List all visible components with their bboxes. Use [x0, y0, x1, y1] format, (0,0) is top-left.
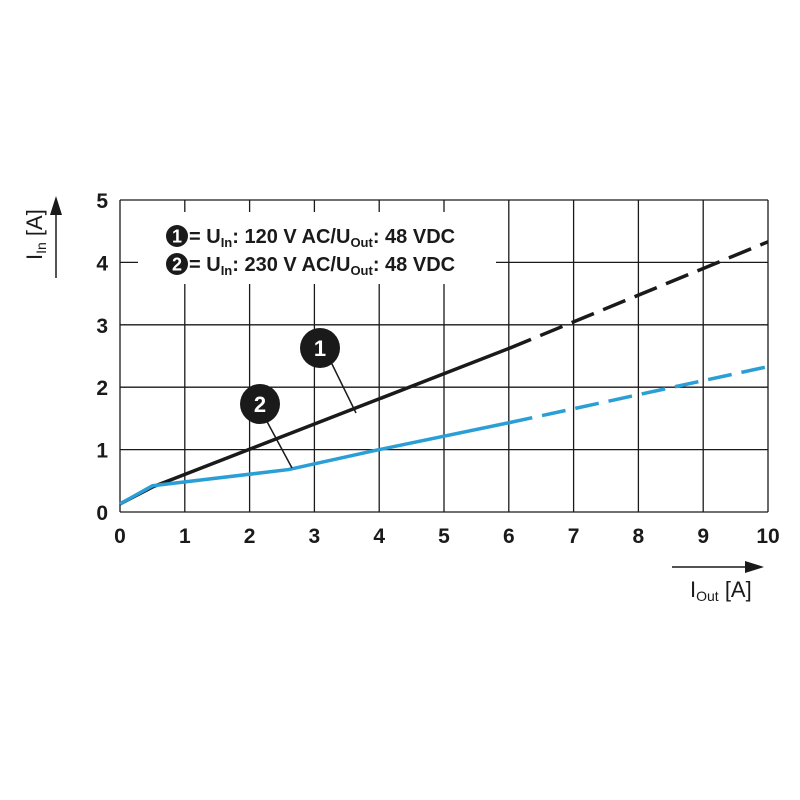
- callout-1-badge: [300, 328, 340, 368]
- x-tick-9: 9: [697, 525, 709, 548]
- x-axis-arrow-head: [745, 561, 764, 573]
- y-tick-1: 1: [96, 440, 108, 463]
- x-axis-title: IOut [A]: [672, 561, 764, 604]
- x-tick-5: 5: [438, 525, 450, 548]
- x-axis-label: IOut [A]: [690, 577, 752, 604]
- chart-series: [119, 240, 769, 506]
- y-axis-arrow-head: [50, 196, 62, 215]
- y-tick-2: 2: [96, 377, 108, 400]
- series-1-dashed-line: [508, 240, 769, 351]
- x-tick-8: 8: [633, 525, 645, 548]
- callout-2-label: 2: [254, 392, 266, 417]
- x-tick-1: 1: [179, 525, 191, 548]
- x-tick-10: 10: [756, 525, 779, 548]
- x-tick-4: 4: [373, 525, 385, 548]
- y-axis-label: IIn [A]: [22, 209, 49, 260]
- x-tick-0: 0: [114, 525, 126, 548]
- y-tick-4: 4: [96, 252, 108, 275]
- x-tick-7: 7: [568, 525, 580, 548]
- series-2-dashed-line: [508, 364, 769, 425]
- legend-badge-2-label: 2: [172, 255, 182, 275]
- y-tick-0: 0: [96, 502, 108, 525]
- y-tick-3: 3: [96, 315, 108, 338]
- x-tick-2: 2: [244, 525, 256, 548]
- y-tick-5: 5: [96, 190, 108, 213]
- callout-1-leader: [329, 359, 357, 414]
- callout-1: 1: [300, 328, 357, 414]
- x-tick-6: 6: [503, 525, 515, 548]
- x-axis-ticks: 0 1 2 3 4 5 6 7 8 9 10: [114, 525, 780, 548]
- callout-2-badge: [240, 384, 280, 424]
- legend-entry-2: 2 = UIn: 230 V AC/UOut: 48 VDC: [166, 253, 455, 278]
- y-axis-title: IIn [A]: [22, 196, 62, 278]
- legend-label-2: = UIn: 230 V AC/UOut: 48 VDC: [189, 254, 455, 278]
- callout-1-label: 1: [314, 336, 326, 361]
- callout-2: 2: [240, 384, 293, 469]
- y-axis-ticks: 0 1 2 3 4 5: [96, 190, 108, 525]
- legend-badge-1: [166, 225, 188, 247]
- callout-2-leader: [263, 415, 293, 469]
- legend: 1 = UIn: 120 V AC/UOut: 48 VDC 2 = UIn: …: [138, 212, 496, 284]
- legend-entry-1: 1 = UIn: 120 V AC/UOut: 48 VDC: [166, 225, 455, 250]
- series-2-solid-line: [119, 421, 510, 506]
- legend-background: [138, 212, 496, 284]
- legend-badge-2: [166, 253, 188, 275]
- legend-badge-1-label: 1: [172, 227, 182, 247]
- x-tick-3: 3: [309, 525, 321, 548]
- legend-label-1: = UIn: 120 V AC/UOut: 48 VDC: [189, 226, 455, 250]
